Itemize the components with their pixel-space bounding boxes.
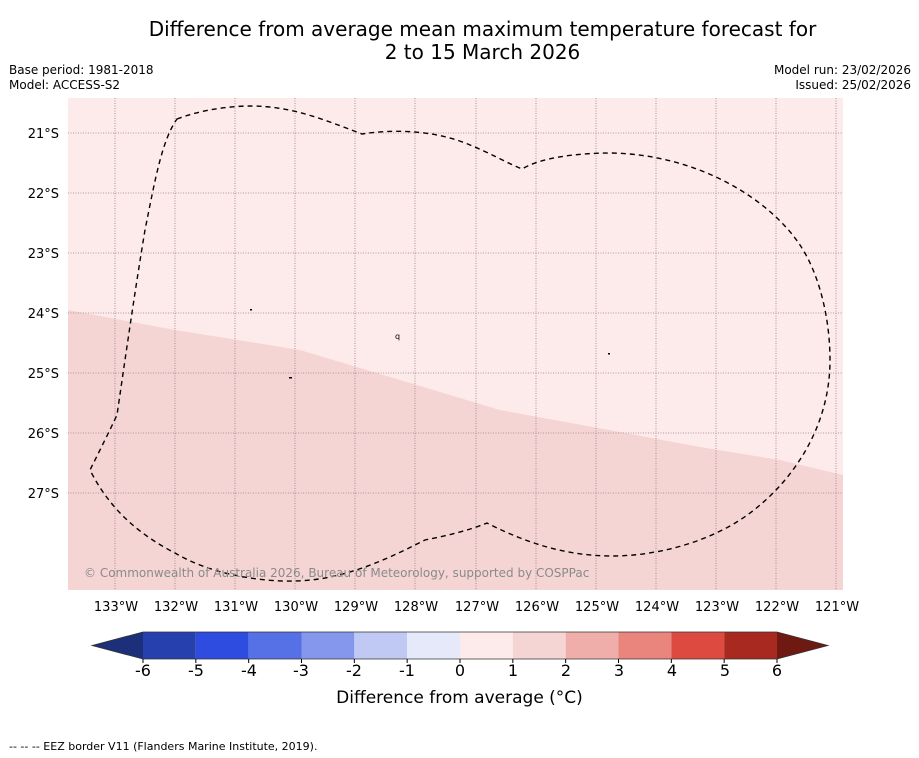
lon-label: 130°W <box>274 600 318 615</box>
colorbar-segment <box>248 632 302 659</box>
colorbar-tick: 6 <box>771 661 783 680</box>
colorbar-tick: -2 <box>346 661 362 680</box>
colorbar-tick: -5 <box>188 661 204 680</box>
colorbar-tick: 0 <box>454 661 466 680</box>
lat-gridlines <box>68 132 843 494</box>
lon-label: 124°W <box>635 600 679 615</box>
map-zone-1-2 <box>68 310 843 590</box>
lat-label: 26°S <box>28 427 59 442</box>
copyright-notice: © Commonwealth of Australia 2026, Bureau… <box>84 566 589 580</box>
eez-footnote: -- -- -- EEZ border V11 (Flanders Marine… <box>9 740 318 753</box>
lat-label: 27°S <box>28 487 59 502</box>
colorbar-segment <box>512 632 566 659</box>
lon-label: 131°W <box>214 600 258 615</box>
colorbar-segment <box>143 632 196 659</box>
lon-label: 123°W <box>695 600 739 615</box>
island-marker-q: q <box>395 332 400 341</box>
colorbar-tick: 3 <box>613 661 625 680</box>
title-line-2: 2 to 15 March 2026 <box>384 40 581 64</box>
colorbar-segment <box>724 632 777 659</box>
colorbar-segment <box>407 632 460 659</box>
meta-right: Model run: 23/02/2026 Issued: 25/02/2026 <box>774 63 911 93</box>
colorbar-tick: 1 <box>507 661 519 680</box>
colorbar-segment <box>354 632 408 659</box>
lon-label: 126°W <box>515 600 559 615</box>
base-period: Base period: 1981-2018 <box>9 63 154 77</box>
model-run: Model run: 23/02/2026 <box>773 63 911 77</box>
lon-label: 133°W <box>94 600 138 615</box>
colorbar-segment <box>195 632 249 659</box>
lon-label: 121°W <box>815 600 859 615</box>
colorbar-segment <box>671 632 725 659</box>
island-markers <box>250 309 610 379</box>
lat-label: 25°S <box>28 367 59 382</box>
lon-label: 132°W <box>154 600 198 615</box>
title-line-1: Difference from average mean maximum tem… <box>148 17 817 41</box>
eez-border <box>89 105 831 582</box>
colorbar-tick: -4 <box>241 661 257 680</box>
colorbar-under-arrow <box>92 632 143 659</box>
colorbar-segment <box>565 632 619 659</box>
colorbar-tick: 2 <box>560 661 572 680</box>
lon-label: 128°W <box>394 600 438 615</box>
colorbar-segment <box>618 632 672 659</box>
colorbar-tick: -6 <box>135 661 151 680</box>
colorbar-over-arrow <box>777 632 828 659</box>
lat-labels: 21°S 22°S 23°S 24°S 25°S 26°S 27°S <box>28 127 59 502</box>
colorbar-label: Difference from average (°C) <box>336 688 583 708</box>
lon-gridlines <box>114 98 837 590</box>
colorbar-tick: 5 <box>719 661 731 680</box>
meta-left: Base period: 1981-2018 Model: ACCESS-S2 <box>9 63 154 93</box>
model-name: Model: ACCESS-S2 <box>9 78 121 92</box>
lat-label: 23°S <box>28 247 59 262</box>
lon-label: 122°W <box>755 600 799 615</box>
colorbar-tick: -1 <box>399 661 415 680</box>
colorbar <box>90 631 830 663</box>
colorbar-segment <box>460 632 513 659</box>
chart-title: Difference from average mean maximum tem… <box>60 18 905 64</box>
colorbar-tick: -3 <box>293 661 309 680</box>
lon-label: 125°W <box>575 600 619 615</box>
lon-label: 129°W <box>334 600 378 615</box>
issued-date: Issued: 25/02/2026 <box>795 78 911 92</box>
colorbar-tick: 4 <box>666 661 678 680</box>
lat-label: 24°S <box>28 307 59 322</box>
lon-label: 127°W <box>455 600 499 615</box>
lat-label: 22°S <box>28 187 59 202</box>
lon-labels: 133°W 132°W 131°W 130°W 129°W 128°W 127°… <box>94 600 859 615</box>
colorbar-segment <box>301 632 355 659</box>
lat-label: 21°S <box>28 127 59 142</box>
